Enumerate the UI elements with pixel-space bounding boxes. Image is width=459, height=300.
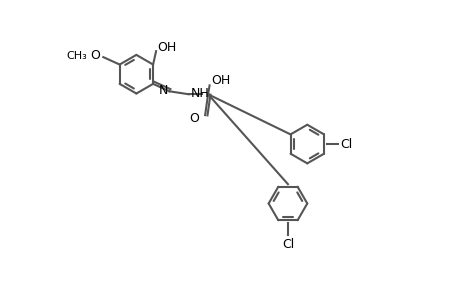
Text: OH: OH — [211, 74, 230, 87]
Text: O: O — [90, 49, 100, 62]
Text: NH: NH — [190, 87, 208, 100]
Text: Cl: Cl — [339, 138, 352, 151]
Text: O: O — [189, 112, 199, 124]
Text: CH₃: CH₃ — [66, 51, 87, 61]
Text: N: N — [158, 84, 168, 97]
Text: OH: OH — [157, 41, 176, 54]
Text: Cl: Cl — [281, 238, 293, 251]
